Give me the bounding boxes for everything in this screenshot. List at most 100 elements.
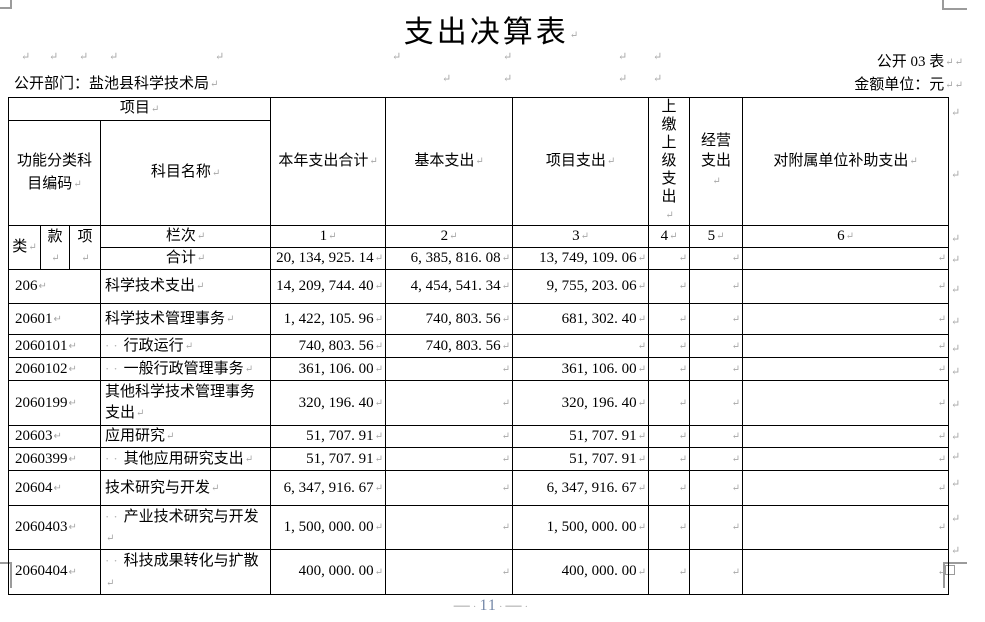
paragraph-mark-icon: ↵ xyxy=(637,431,647,443)
amount-cell: ↵ xyxy=(648,303,691,336)
page-title: 支出决算表↵ xyxy=(403,16,582,49)
paragraph-mark-icon: ↵ xyxy=(501,431,511,443)
paragraph-mark-icon: ↵ xyxy=(731,340,741,352)
amount-cell: 51, 707. 91↵ xyxy=(512,447,650,472)
amount-cell: ↵ xyxy=(742,303,950,336)
amount-cell: 320, 196. 40↵ xyxy=(512,380,650,427)
paragraph-mark-icon: ↵ xyxy=(374,253,384,265)
paragraph-mark-icon: ↵ xyxy=(501,253,511,265)
amount-cell: 9, 755, 203. 06↵ xyxy=(512,269,650,305)
amount-cell: ↵ xyxy=(648,549,691,595)
paragraph-mark-icon: ↵ xyxy=(731,363,741,375)
paragraph-mark-icon: ↵ xyxy=(731,313,741,325)
paragraph-mark-icon: ↵ xyxy=(166,431,175,443)
paragraph-mark-icon: ↵ xyxy=(580,231,589,243)
paragraph-mark-icon: ↵ xyxy=(951,513,961,525)
paragraph-mark-icon: ↵ xyxy=(501,566,511,578)
paragraph-mark-icon: ↵ xyxy=(678,253,688,265)
column-number-cell: 1↵ xyxy=(270,224,387,249)
amount-cell: 6, 385, 816. 08↵ xyxy=(385,247,514,271)
header-subject-name: 科目名称↵ xyxy=(99,120,272,226)
header-operating-expense: 经营支出↵ xyxy=(689,97,744,226)
paragraph-mark-icon: ↵ xyxy=(68,453,77,465)
paragraph-mark-icon: ↵ xyxy=(606,156,616,168)
paragraph-mark-icon: ↵ xyxy=(503,73,513,85)
table-row: 20603↵ 应用研究↵ 51, 707. 91↵ ↵ 51, 707. 91↵ ↵ ↵ ↵ xyxy=(8,425,950,449)
paragraph-mark-icon: ↵ xyxy=(937,253,947,265)
paragraph-mark-icon: ↵ xyxy=(716,231,725,243)
code-cell: 20603↵ xyxy=(8,425,101,449)
paragraph-mark-icon: ↵ xyxy=(637,566,647,578)
amount-cell: ↵ xyxy=(648,470,691,507)
paragraph-mark-icon: ↵ xyxy=(954,57,963,69)
paragraph-mark-icon: ↵ xyxy=(196,253,206,265)
amount-cell: ↵ xyxy=(689,505,744,551)
paragraph-mark-icon: ↵ xyxy=(637,340,647,352)
paragraph-mark-icon: ↵ xyxy=(678,340,688,352)
paragraph-mark-icon: ↵ xyxy=(374,363,384,375)
page-corner-mark xyxy=(942,0,967,10)
amount-cell: ↵ xyxy=(689,380,744,427)
column-number-cell: 5↵ xyxy=(689,224,744,249)
paragraph-mark-icon: ↵ xyxy=(392,51,402,63)
paragraph-mark-icon: ↵ xyxy=(731,482,741,494)
paragraph-mark-icon: ↵ xyxy=(53,313,62,325)
amount-cell: ↵ xyxy=(385,357,514,382)
code-cell: 2060102↵ xyxy=(8,357,101,382)
paragraph-mark-icon: ↵ xyxy=(374,397,384,409)
table-row: 2060399↵ ·· 其他应用研究支出↵ 51, 707. 91↵ ↵ 51, 707.… xyxy=(8,447,950,472)
space-mark-icon: · xyxy=(524,601,530,613)
amount-cell: ↵ xyxy=(689,425,744,449)
column-number-cell: 4↵ xyxy=(648,224,691,249)
amount-cell: ↵ xyxy=(742,470,950,507)
column-number-cell: 2↵ xyxy=(385,224,514,249)
paragraph-mark-icon: ↵ xyxy=(244,454,254,466)
paragraph-mark-icon: ↵ xyxy=(951,233,961,245)
page-number: — · 11 · — · xyxy=(453,597,530,614)
paragraph-mark-icon: ↵ xyxy=(501,313,511,325)
amount-cell: ↵ xyxy=(648,334,691,359)
paragraph-mark-icon: ↵ xyxy=(937,431,947,443)
header-section: 款↵ xyxy=(40,224,70,271)
paragraph-mark-icon: ↵ xyxy=(937,397,947,409)
paragraph-mark-icon: ↵ xyxy=(937,522,947,534)
unit-label: 金额单位：元↵↵ xyxy=(854,77,963,93)
paragraph-mark-icon: ↵ xyxy=(951,343,961,355)
paragraph-mark-icon: ↵ xyxy=(374,431,384,443)
amount-cell: ↵ xyxy=(385,447,514,472)
amount-cell: 6, 347, 916. 67↵ xyxy=(270,470,387,507)
expenditure-table: 项目↵ 本年支出合计↵ 基本支出↵ 项目支出↵ 上缴上级支出↵ 经营支出↵ 对附… xyxy=(7,97,950,595)
paragraph-mark-icon: ↵ xyxy=(678,522,688,534)
table-row: 20601↵ 科学技术管理事务↵ 1, 422, 105. 96↵ 740, 803.… xyxy=(8,303,950,336)
paragraph-mark-icon: ↵ xyxy=(951,545,961,557)
paragraph-mark-icon: ↵ xyxy=(73,179,82,191)
amount-cell: ↵ xyxy=(648,425,691,449)
amount-cell: ↵ xyxy=(385,425,514,449)
table-row: 2060403↵ ·· 产业技术研究与开发↵ 1, 500, 000. 00↵ ↵ 1, … xyxy=(8,505,950,551)
paragraph-mark-icon: ↵ xyxy=(53,431,62,443)
paragraph-mark-icon: ↵ xyxy=(637,397,647,409)
paragraph-mark-icon: ↵ xyxy=(951,431,961,443)
paragraph-mark-icon: ↵ xyxy=(731,522,741,534)
amount-cell: 51, 707. 91↵ xyxy=(270,425,387,449)
paragraph-mark-icon: ↵ xyxy=(53,482,62,494)
code-cell: 20601↵ xyxy=(8,303,101,336)
amount-cell: 320, 196. 40↵ xyxy=(270,380,387,427)
paragraph-mark-icon: ↵ xyxy=(328,231,337,243)
amount-cell: 1, 500, 000. 00↵ xyxy=(270,505,387,551)
amount-cell: ↵ xyxy=(742,357,950,382)
subject-name-cell: ·· 一般行政管理事务↵ xyxy=(99,357,272,382)
header-subsidy-expense: 对附属单位补助支出↵ xyxy=(742,97,950,226)
header-total-expense: 本年支出合计↵ xyxy=(270,97,387,226)
space-marks-icon: ·· xyxy=(105,338,122,354)
amount-cell: 361, 106. 00↵ xyxy=(512,357,650,382)
paragraph-mark-icon: ↵ xyxy=(196,231,206,243)
paragraph-mark-icon: ↵ xyxy=(678,363,688,375)
paragraph-mark-icon: ↵ xyxy=(501,453,511,465)
code-cell: 20604↵ xyxy=(8,470,101,507)
paragraph-mark-icon: ↵ xyxy=(68,340,77,352)
paragraph-mark-icon: ↵ xyxy=(374,340,384,352)
paragraph-mark-icon: ↵ xyxy=(937,453,947,465)
header-project: 项目↵ xyxy=(7,97,272,121)
paragraph-mark-icon: ↵ xyxy=(937,482,947,494)
